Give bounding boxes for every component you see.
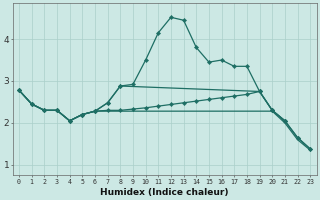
X-axis label: Humidex (Indice chaleur): Humidex (Indice chaleur) — [100, 188, 229, 197]
